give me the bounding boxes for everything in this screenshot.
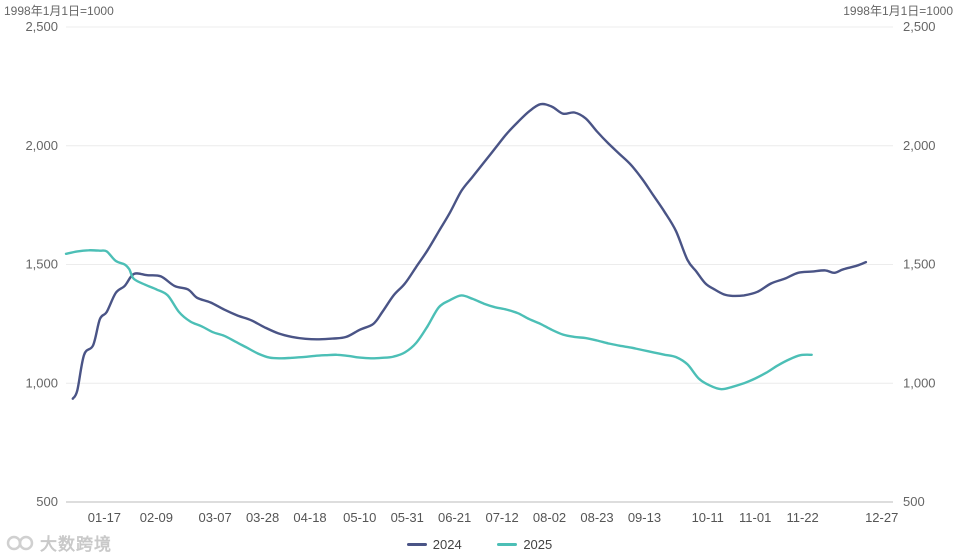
series-line-2025[interactable] (64, 249, 813, 391)
y-axis-right-unit: 1998年1月1日=1000 (843, 4, 953, 18)
x-tick-label: 08-02 (533, 510, 566, 525)
y-axis-right: 500 1,000 1,500 2,000 2,500 (903, 19, 936, 509)
x-tick-label: 03-28 (246, 510, 279, 525)
gridlines (66, 26, 893, 503)
y-tick-right: 1,500 (903, 257, 936, 272)
series-line-2024[interactable] (71, 102, 868, 400)
legend-swatch-2024 (406, 543, 427, 546)
legend-item-2025[interactable]: 2025 (497, 537, 552, 552)
y-axis-left-unit: 1998年1月1日=1000 (4, 4, 114, 18)
logo-icon (6, 535, 34, 550)
y-tick-right: 2,500 (903, 19, 936, 34)
x-tick-label: 10-11 (692, 510, 724, 525)
series-lines (64, 102, 868, 400)
legend-swatch-2025 (497, 543, 518, 546)
brand-watermark: 大数跨境 (6, 530, 112, 555)
x-tick-label: 06-21 (438, 510, 471, 525)
x-tick-label: 03-07 (199, 510, 232, 525)
y-tick-left: 1,500 (25, 257, 58, 272)
y-tick-left: 2,500 (25, 19, 58, 34)
legend-item-2024[interactable]: 2024 (406, 537, 462, 552)
x-tick-label: 02-09 (140, 510, 173, 525)
watermark-text: 大数跨境 (40, 535, 112, 554)
y-tick-left: 1,000 (25, 375, 58, 390)
x-tick-label: 12-27 (865, 510, 898, 525)
x-tick-label: 08-23 (580, 510, 613, 525)
x-tick-label: 05-10 (343, 510, 376, 525)
x-axis: 01-17 02-09 03-07 03-28 04-18 05-10 05-31 06-21… (88, 510, 899, 525)
y-axis-left: 500 1,000 1,500 2,000 2,500 (25, 19, 58, 509)
legend-label-2025: 2025 (523, 537, 553, 552)
x-tick-label: 11-22 (786, 510, 818, 525)
y-tick-left: 2,000 (25, 138, 58, 153)
y-tick-right: 1,000 (903, 375, 936, 390)
x-tick-label: 07-12 (485, 510, 518, 525)
x-tick-label: 04-18 (293, 510, 326, 525)
legend-label-2024: 2024 (432, 537, 462, 552)
y-tick-right: 500 (903, 494, 925, 509)
y-tick-left: 500 (36, 494, 58, 509)
x-tick-label: 09-13 (628, 510, 661, 525)
x-tick-label: 05-31 (391, 510, 424, 525)
x-tick-label: 11-01 (739, 510, 771, 525)
x-tick-label: 01-17 (88, 510, 121, 525)
legend: 2024 2025 (0, 534, 959, 552)
y-tick-right: 2,000 (903, 138, 936, 153)
